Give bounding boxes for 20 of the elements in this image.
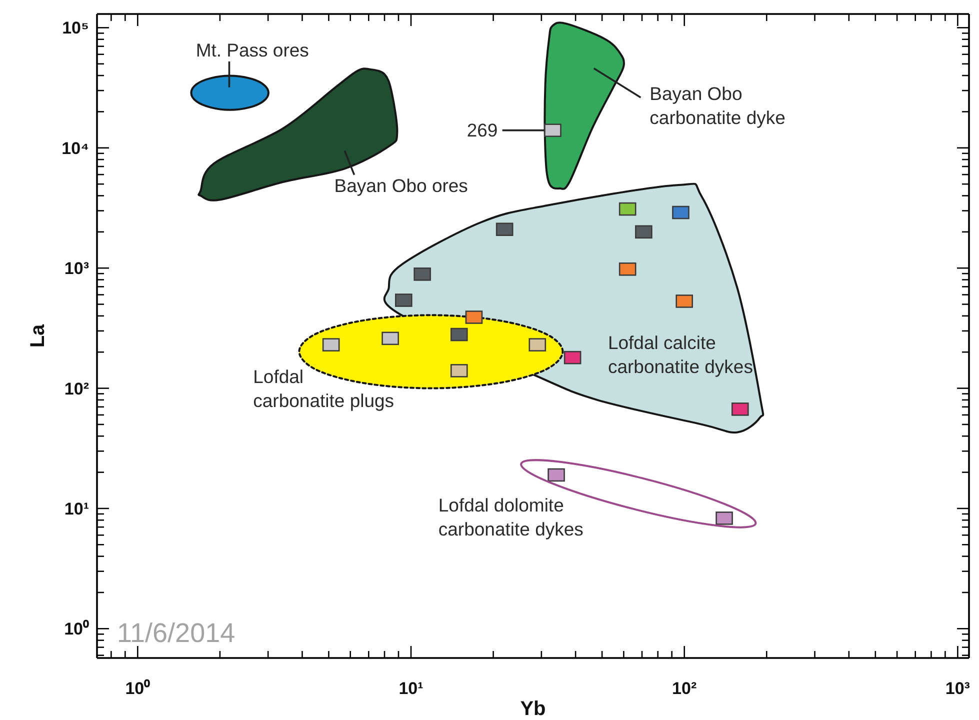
annotation: 11/6/2014 [117,618,236,648]
y-tick-label: 10⁴ [62,138,89,158]
legend-label: Bayan Obo ores [334,174,468,196]
y-tick-label: 10⁰ [64,620,89,639]
text: 269 [466,119,498,140]
series-label: Lofdal calcite carbonatite dykes [608,332,753,378]
x-axis-title: Yb [520,698,546,720]
x-tick-label: 10² [672,679,697,698]
series-label: Lofdal carbonatite plugs [253,366,394,412]
y-axis-title: La [27,323,49,348]
x-tick-label: 10¹ [398,679,424,698]
series-label: Bayan Obo carbonatite dyke [650,83,786,128]
y-tick-label: 10³ [64,259,90,278]
annotation: Lofdal dolomite carbonatite dykes [438,494,584,540]
y-tick-label: 10¹ [64,499,90,518]
x-tick-label: 10⁰ [125,679,150,698]
series-label: Mt. Pass ores [196,39,309,60]
y-tick-label: 10² [64,379,90,398]
y-tick-label: 10⁵ [62,18,89,38]
x-tick-label: 10³ [945,679,970,698]
